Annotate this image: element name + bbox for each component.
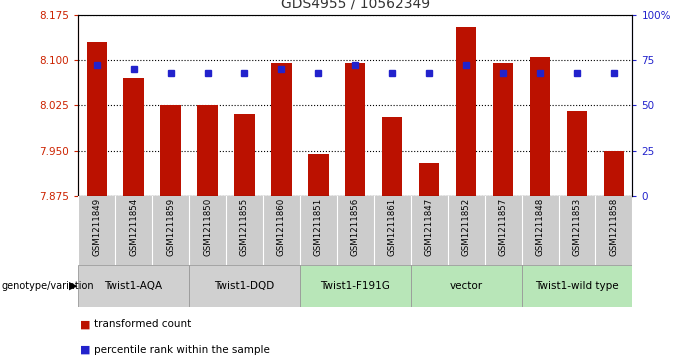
Text: GSM1211847: GSM1211847 [425,198,434,256]
Text: Twist1-AQA: Twist1-AQA [105,281,163,291]
Bar [604,151,624,196]
Title: GDS4955 / 10562349: GDS4955 / 10562349 [281,0,430,11]
Bar [456,26,476,196]
Bar [411,265,522,307]
Text: GSM1211851: GSM1211851 [314,198,323,256]
Bar [382,117,403,196]
Bar [197,105,218,196]
Text: genotype/variation: genotype/variation [1,281,94,291]
Bar [530,57,550,196]
Bar [419,163,439,196]
Text: Twist1-F191G: Twist1-F191G [320,281,390,291]
Text: GSM1211850: GSM1211850 [203,198,212,256]
Text: Twist1-wild type: Twist1-wild type [535,281,619,291]
Bar [235,114,254,196]
Text: ▶: ▶ [69,281,78,291]
Bar [300,265,411,307]
Text: GSM1211855: GSM1211855 [240,198,249,256]
Text: ■: ■ [80,345,90,355]
Text: GSM1211860: GSM1211860 [277,198,286,256]
Bar [271,63,292,196]
Text: GSM1211854: GSM1211854 [129,198,138,256]
Text: GSM1211853: GSM1211853 [573,198,581,256]
Text: GSM1211856: GSM1211856 [351,198,360,256]
Bar [522,265,632,307]
Text: Twist1-DQD: Twist1-DQD [214,281,275,291]
Bar [124,78,143,196]
Bar [78,265,189,307]
Text: GSM1211857: GSM1211857 [498,198,507,256]
Bar [189,265,300,307]
Text: vector: vector [449,281,483,291]
Text: GSM1211859: GSM1211859 [166,198,175,256]
Bar [86,42,107,196]
Text: ■: ■ [80,319,90,330]
Text: GSM1211849: GSM1211849 [92,198,101,256]
Text: GSM1211861: GSM1211861 [388,198,396,256]
Text: transformed count: transformed count [94,319,191,330]
Text: percentile rank within the sample: percentile rank within the sample [94,345,270,355]
Bar [160,105,181,196]
Bar [345,63,365,196]
Bar [567,111,587,196]
Text: GSM1211858: GSM1211858 [609,198,618,256]
Bar [308,154,328,196]
Bar [493,63,513,196]
Text: GSM1211852: GSM1211852 [462,198,471,256]
Text: GSM1211848: GSM1211848 [536,198,545,256]
